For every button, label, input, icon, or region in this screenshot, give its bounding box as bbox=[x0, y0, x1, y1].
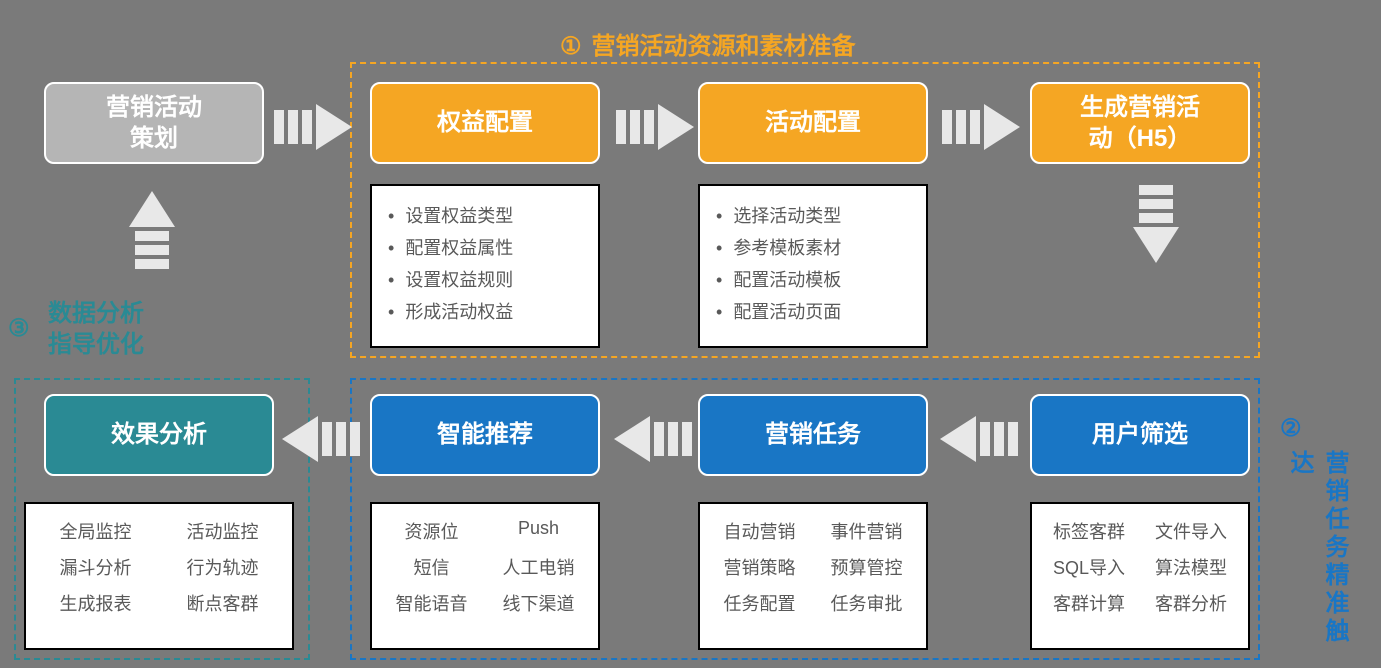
detail-item: 智能语音 bbox=[390, 590, 473, 616]
node-label: 效果分析 bbox=[111, 419, 207, 450]
node-label: 营销活动策划 bbox=[106, 92, 202, 154]
detail-item: 断点客群 bbox=[171, 590, 274, 616]
node-label: 智能推荐 bbox=[437, 419, 533, 450]
detail-activity: 选择活动类型参考模板素材配置活动模板配置活动页面 bbox=[698, 184, 928, 348]
section-label: ① 营销活动资源和素材准备 bbox=[560, 26, 856, 61]
detail-item: 漏斗分析 bbox=[44, 554, 147, 580]
detail-item: 标签客群 bbox=[1050, 518, 1128, 544]
detail-item: 选择活动类型 bbox=[716, 202, 910, 228]
detail-item: Push bbox=[497, 518, 580, 544]
node-filter: 用户筛选 bbox=[1030, 394, 1250, 476]
arrow-right bbox=[940, 104, 1020, 150]
detail-item: 配置权益属性 bbox=[388, 234, 582, 260]
arrow-down bbox=[1116, 200, 1196, 246]
detail-item: 行为轨迹 bbox=[171, 554, 274, 580]
detail-item: 人工电销 bbox=[497, 554, 580, 580]
detail-item: 线下渠道 bbox=[497, 590, 580, 616]
detail-effect: 全局监控活动监控漏斗分析行为轨迹生成报表断点客群 bbox=[24, 502, 294, 650]
detail-rec: 资源位 Push 短信人工电销智能语音线下渠道 bbox=[370, 502, 600, 650]
detail-filter: 标签客群文件导入 SQL导入算法模型客群计算客群分析 bbox=[1030, 502, 1250, 650]
arrow-up bbox=[112, 208, 192, 254]
node-gen: 生成营销活动（H5） bbox=[1030, 82, 1250, 164]
section-title: 营销任务精准触达 bbox=[1282, 450, 1352, 668]
node-activity: 活动配置 bbox=[698, 82, 928, 164]
section-number: ① bbox=[560, 33, 582, 60]
detail-item: 设置权益类型 bbox=[388, 202, 582, 228]
section-title: 数据分析指导优化 bbox=[48, 298, 144, 360]
node-label: 活动配置 bbox=[765, 107, 861, 138]
node-rights: 权益配置 bbox=[370, 82, 600, 164]
node-plan: 营销活动策划 bbox=[44, 82, 264, 164]
node-effect: 效果分析 bbox=[44, 394, 274, 476]
detail-item: 预算管控 bbox=[825, 554, 908, 580]
arrow-right bbox=[272, 104, 352, 150]
detail-item: 客群计算 bbox=[1050, 590, 1128, 616]
section-number: ② bbox=[1280, 414, 1302, 443]
node-label: 生成营销活动（H5） bbox=[1080, 92, 1200, 154]
detail-item: 形成活动权益 bbox=[388, 298, 582, 324]
detail-item: 算法模型 bbox=[1152, 554, 1230, 580]
detail-task: 自动营销事件营销营销策略预算管控任务配置任务审批 bbox=[698, 502, 928, 650]
detail-item: 资源位 bbox=[390, 518, 473, 544]
arrow-left bbox=[940, 416, 1020, 462]
node-rec: 智能推荐 bbox=[370, 394, 600, 476]
detail-item: 事件营销 bbox=[825, 518, 908, 544]
node-task: 营销任务 bbox=[698, 394, 928, 476]
section-number: ③ bbox=[8, 314, 30, 343]
detail-item: 全局监控 bbox=[44, 518, 147, 544]
detail-item: SQL导入 bbox=[1050, 554, 1128, 580]
detail-item: 配置活动模板 bbox=[716, 266, 910, 292]
detail-item: 客群分析 bbox=[1152, 590, 1230, 616]
arrow-right bbox=[614, 104, 694, 150]
arrow-left bbox=[614, 416, 694, 462]
detail-item: 活动监控 bbox=[171, 518, 274, 544]
detail-item: 生成报表 bbox=[44, 590, 147, 616]
detail-item: 文件导入 bbox=[1152, 518, 1230, 544]
detail-item: 参考模板素材 bbox=[716, 234, 910, 260]
detail-item: 配置活动页面 bbox=[716, 298, 910, 324]
detail-item: 任务审批 bbox=[825, 590, 908, 616]
node-label: 权益配置 bbox=[437, 107, 533, 138]
detail-item: 短信 bbox=[390, 554, 473, 580]
node-label: 营销任务 bbox=[765, 419, 861, 450]
section-title: 营销活动资源和素材准备 bbox=[592, 33, 856, 60]
detail-item: 设置权益规则 bbox=[388, 266, 582, 292]
node-label: 用户筛选 bbox=[1092, 419, 1188, 450]
arrow-left bbox=[282, 416, 362, 462]
detail-item: 任务配置 bbox=[718, 590, 801, 616]
detail-item: 自动营销 bbox=[718, 518, 801, 544]
detail-rights: 设置权益类型配置权益属性设置权益规则形成活动权益 bbox=[370, 184, 600, 348]
detail-item: 营销策略 bbox=[718, 554, 801, 580]
